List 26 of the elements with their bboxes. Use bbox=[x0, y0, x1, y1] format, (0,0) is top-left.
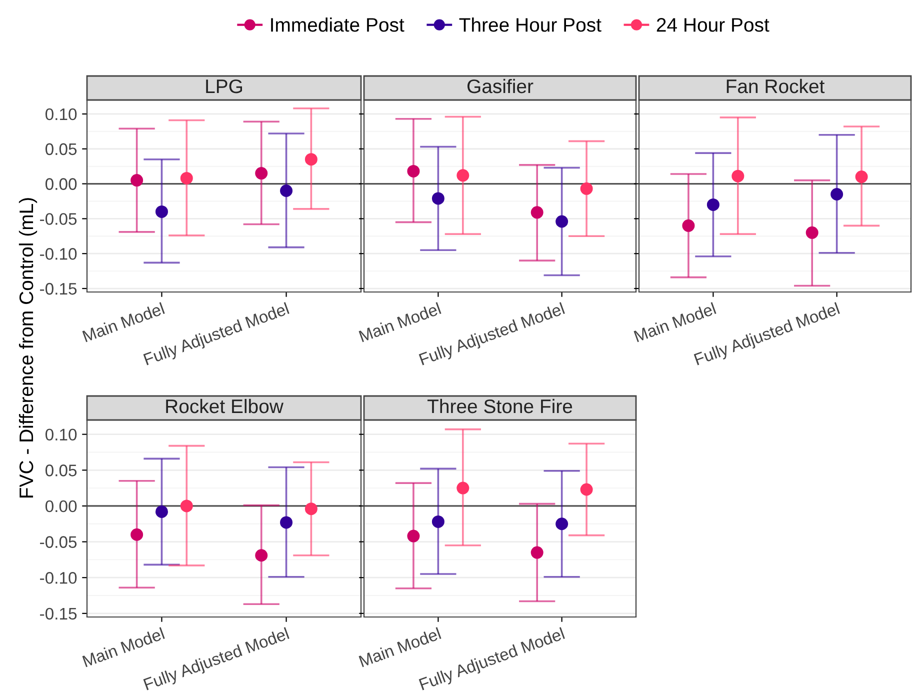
y-tick-label: 0.05 bbox=[45, 464, 77, 476]
y-tick-label: 0.00 bbox=[45, 178, 77, 190]
y-axis-title: FVC - Difference from Control (mL) bbox=[18, 198, 38, 498]
y-tick-label: -0.15 bbox=[40, 282, 77, 295]
legend-label: 24 Hour Post bbox=[656, 18, 770, 32]
y-tick-label: -0.15 bbox=[40, 608, 77, 620]
y-tick-label: 0.05 bbox=[45, 143, 77, 156]
chart-title: Fan Rocket bbox=[726, 78, 825, 94]
y-tick-label: -0.05 bbox=[40, 536, 77, 548]
chart-title: Rocket Elbow bbox=[166, 398, 284, 414]
chart-title: Three Stone Fire bbox=[427, 398, 572, 414]
y-tick-label: -0.10 bbox=[40, 572, 77, 584]
legend-label: Immediate Post bbox=[271, 18, 404, 32]
x-tick-label: Main Model bbox=[358, 627, 442, 668]
x-tick-label: Main Model bbox=[82, 302, 165, 342]
x-tick-label: Main Model bbox=[634, 302, 716, 342]
legend-label: Three Hour Post bbox=[459, 18, 602, 32]
y-tick-label: -0.05 bbox=[40, 213, 77, 225]
y-tick-label: 0.00 bbox=[45, 500, 77, 512]
chart-title: LPG bbox=[206, 79, 242, 94]
x-tick-label: Main Model bbox=[358, 302, 442, 342]
y-tick-label: 0.10 bbox=[45, 108, 77, 120]
y-tick-label: -0.10 bbox=[40, 248, 77, 260]
chart-title: Gasifier bbox=[467, 78, 534, 94]
x-tick-label: Main Model bbox=[82, 627, 165, 668]
y-tick-label: 0.10 bbox=[45, 428, 77, 441]
